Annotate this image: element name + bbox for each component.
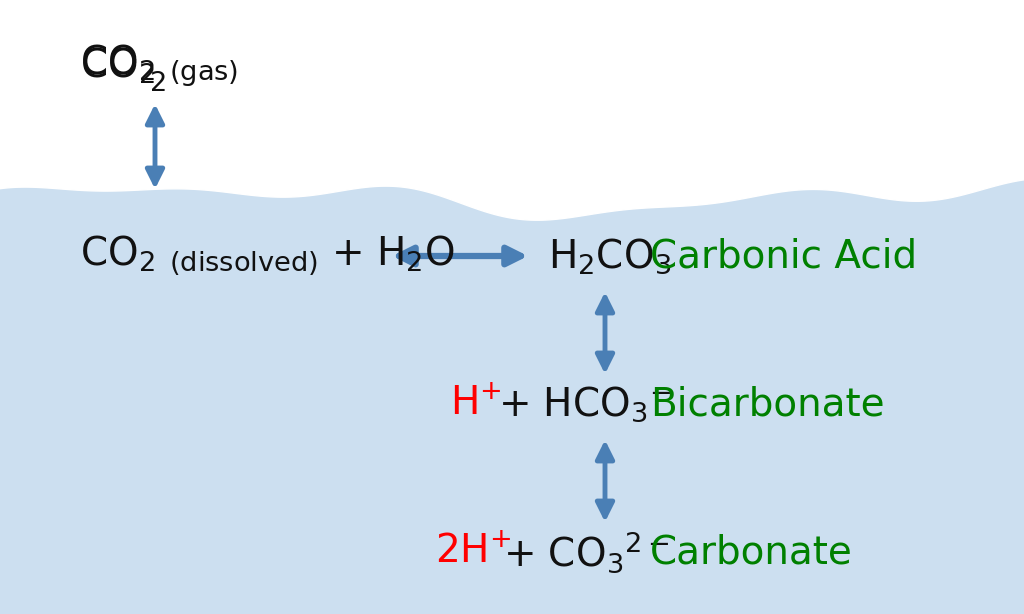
Text: + CO$_{\mathregular{3}}$$^{\mathregular{2-}}$: + CO$_{\mathregular{3}}$$^{\mathregular{… — [503, 529, 670, 575]
Text: Carbonate: Carbonate — [650, 533, 853, 571]
Text: H$^{\mathregular{+}}$: H$^{\mathregular{+}}$ — [450, 385, 502, 423]
Text: CO$_{\mathregular{2}}$ $\mathregular{_{(dissolved)}}$ + H$_{\mathregular{2}}$O: CO$_{\mathregular{2}}$ $\mathregular{_{(… — [80, 233, 455, 278]
Text: + HCO$_{\mathregular{3}}$$^{\mathregular{-}}$: + HCO$_{\mathregular{3}}$$^{\mathregular… — [498, 384, 671, 424]
Text: Carbonic Acid: Carbonic Acid — [650, 237, 918, 275]
Text: $_{2}$: $_{2}$ — [150, 55, 166, 93]
Text: Bicarbonate: Bicarbonate — [650, 385, 885, 423]
Text: H$_{\mathregular{2}}$CO$_{\mathregular{3}}$: H$_{\mathregular{2}}$CO$_{\mathregular{3… — [548, 236, 671, 276]
Text: CO$_2$: CO$_2$ — [80, 46, 155, 86]
Text: CO$_{\mathregular{2}}$ $\mathregular{_{(gas)}}$: CO$_{\mathregular{2}}$ $\mathregular{_{(… — [80, 42, 239, 90]
Text: 2H$^{\mathregular{+}}$: 2H$^{\mathregular{+}}$ — [435, 533, 511, 571]
